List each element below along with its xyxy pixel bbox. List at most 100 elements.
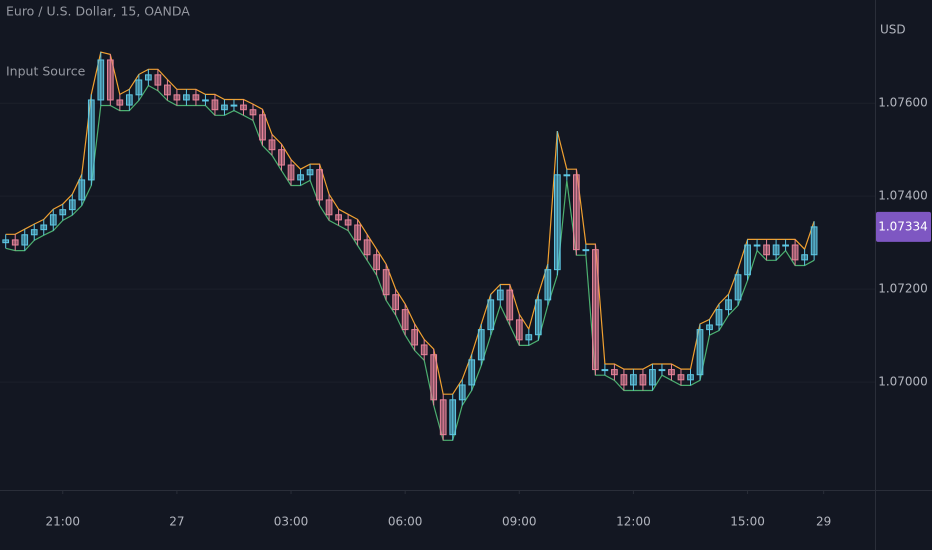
candle-body bbox=[401, 309, 409, 331]
candle-body bbox=[30, 229, 38, 236]
x-tick-label: 06:00 bbox=[388, 515, 423, 529]
candle-body bbox=[202, 99, 209, 102]
candle-body bbox=[515, 319, 523, 341]
candle-body bbox=[725, 299, 732, 311]
candle-body bbox=[630, 374, 637, 386]
plot-area bbox=[0, 51, 875, 441]
candle-body bbox=[753, 244, 761, 247]
indicator-name: Input Source bbox=[6, 64, 86, 79]
candle-body bbox=[458, 384, 466, 401]
candle-body bbox=[297, 174, 304, 181]
candle-body bbox=[87, 99, 95, 181]
candle-body bbox=[649, 369, 656, 386]
y-tick-label: 1.07000 bbox=[878, 375, 928, 389]
candle-body bbox=[449, 399, 457, 436]
candle-body bbox=[125, 94, 133, 106]
y-tick-label: 1.07400 bbox=[878, 189, 928, 203]
candle-body bbox=[487, 299, 495, 331]
candle-body bbox=[40, 224, 48, 231]
candle-body bbox=[78, 179, 86, 201]
low-line bbox=[5, 84, 815, 441]
candle-body bbox=[392, 294, 400, 311]
candle-body bbox=[430, 354, 438, 401]
candle-body bbox=[173, 94, 181, 101]
candle-body bbox=[525, 334, 533, 341]
candle-body bbox=[782, 244, 789, 247]
candle-body bbox=[791, 244, 799, 261]
candle-body bbox=[573, 174, 580, 251]
candle-body bbox=[135, 79, 143, 96]
y-axis-unit: USD bbox=[880, 23, 906, 37]
candle-body bbox=[715, 309, 723, 326]
candle-body bbox=[668, 369, 675, 376]
candle-body bbox=[611, 369, 618, 376]
last-price-label: 1.07334 bbox=[878, 219, 928, 233]
candle-body bbox=[2, 239, 10, 244]
candle-body bbox=[734, 274, 742, 301]
candle-body bbox=[744, 244, 751, 276]
x-tick-label: 12:00 bbox=[616, 515, 651, 529]
candle-body bbox=[534, 299, 542, 336]
candle-body bbox=[106, 59, 114, 101]
candle-body bbox=[687, 374, 694, 381]
candle-body bbox=[183, 94, 190, 101]
candle-body bbox=[164, 84, 171, 96]
candle-body bbox=[221, 104, 228, 111]
candle-body bbox=[11, 239, 19, 246]
x-tick-label: 03:00 bbox=[274, 515, 309, 529]
candle-body bbox=[763, 244, 770, 256]
candle-body bbox=[192, 94, 200, 101]
candle-body bbox=[259, 114, 266, 141]
x-tick-label: 21:00 bbox=[45, 515, 80, 529]
x-tick-label: 27 bbox=[169, 515, 184, 529]
last-price-tag bbox=[876, 211, 931, 242]
candle-body bbox=[97, 59, 105, 101]
candle-body bbox=[439, 399, 447, 436]
x-tick-label: 09:00 bbox=[502, 515, 537, 529]
candle-body bbox=[59, 209, 67, 216]
candle-body bbox=[639, 374, 647, 386]
candle-body bbox=[496, 289, 504, 301]
candle-body bbox=[544, 269, 552, 301]
candle-body bbox=[382, 269, 390, 296]
candle-body bbox=[801, 254, 808, 261]
candle-body bbox=[116, 99, 124, 106]
candle-body bbox=[68, 199, 76, 211]
candle-body bbox=[325, 199, 333, 216]
candle-body bbox=[21, 234, 29, 246]
candle-body bbox=[211, 99, 219, 111]
candle-body bbox=[677, 374, 685, 381]
y-tick-label: 1.07200 bbox=[878, 282, 928, 296]
candle-body bbox=[354, 224, 361, 241]
candle-body bbox=[696, 329, 704, 376]
x-tick-label: 29 bbox=[816, 515, 831, 529]
candle-body bbox=[344, 219, 352, 226]
candle-body bbox=[658, 369, 666, 372]
candle-body bbox=[810, 226, 818, 256]
candle-body bbox=[49, 214, 57, 226]
candle-body bbox=[306, 169, 314, 176]
candle-body bbox=[373, 254, 380, 271]
candle-body bbox=[411, 329, 419, 346]
candle-body bbox=[249, 109, 257, 116]
candle-body bbox=[240, 104, 247, 111]
candle-body bbox=[278, 149, 285, 166]
candle-body bbox=[772, 244, 780, 256]
candle-body bbox=[154, 74, 162, 86]
candle-body bbox=[563, 174, 571, 177]
candle-body bbox=[287, 164, 295, 181]
candle-body bbox=[420, 344, 428, 356]
candle-body bbox=[506, 289, 514, 321]
chart-title: Euro / U.S. Dollar, 15, OANDA bbox=[6, 4, 190, 19]
candle-body bbox=[553, 174, 561, 271]
candle-body bbox=[230, 104, 238, 107]
candle-body bbox=[601, 369, 609, 372]
candle-body bbox=[477, 329, 485, 361]
candle-body bbox=[316, 169, 323, 201]
candle-body bbox=[620, 374, 628, 386]
high-line bbox=[5, 51, 815, 395]
candle-body bbox=[268, 139, 276, 151]
